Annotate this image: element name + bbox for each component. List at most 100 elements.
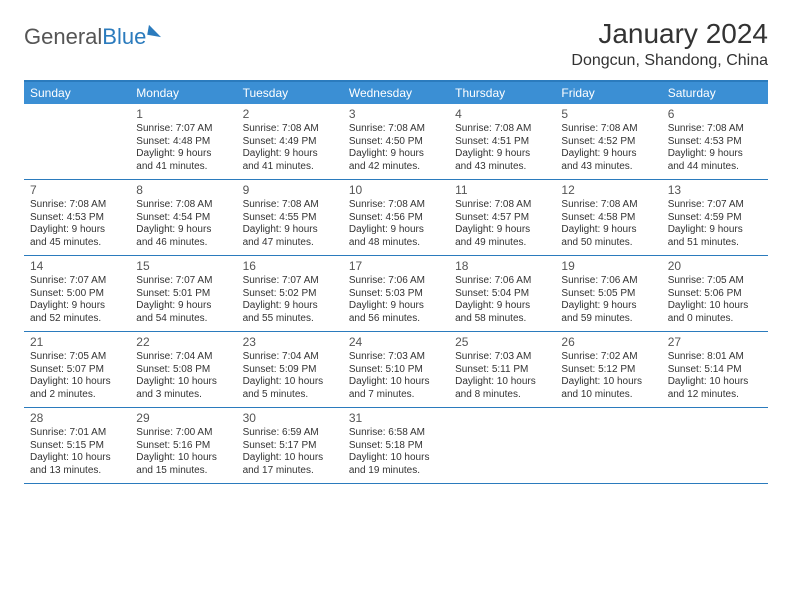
day-cell: 15Sunrise: 7:07 AMSunset: 5:01 PMDayligh… <box>130 256 236 331</box>
daylight-text: Daylight: 9 hours and 52 minutes. <box>30 300 124 325</box>
month-title: January 2024 <box>571 18 768 50</box>
daylight-text: Daylight: 9 hours and 41 minutes. <box>136 148 230 173</box>
daylight-text: Daylight: 10 hours and 10 minutes. <box>561 376 655 401</box>
day-number: 25 <box>455 335 549 350</box>
sunset-text: Sunset: 4:49 PM <box>243 136 337 149</box>
sunrise-text: Sunrise: 7:03 AM <box>349 351 443 364</box>
sunset-text: Sunset: 4:56 PM <box>349 212 443 225</box>
sunset-text: Sunset: 5:07 PM <box>30 364 124 377</box>
day-number: 23 <box>243 335 337 350</box>
sunrise-text: Sunrise: 6:58 AM <box>349 427 443 440</box>
day-number: 29 <box>136 411 230 426</box>
sunset-text: Sunset: 4:54 PM <box>136 212 230 225</box>
day-cell: 2Sunrise: 7:08 AMSunset: 4:49 PMDaylight… <box>237 104 343 179</box>
sunset-text: Sunset: 5:10 PM <box>349 364 443 377</box>
day-number: 31 <box>349 411 443 426</box>
daylight-text: Daylight: 9 hours and 41 minutes. <box>243 148 337 173</box>
day-number: 28 <box>30 411 124 426</box>
daylight-text: Daylight: 9 hours and 54 minutes. <box>136 300 230 325</box>
sunset-text: Sunset: 5:02 PM <box>243 288 337 301</box>
daylight-text: Daylight: 10 hours and 3 minutes. <box>136 376 230 401</box>
day-number: 30 <box>243 411 337 426</box>
sunrise-text: Sunrise: 7:08 AM <box>243 199 337 212</box>
sunrise-text: Sunrise: 7:08 AM <box>561 123 655 136</box>
day-cell: 21Sunrise: 7:05 AMSunset: 5:07 PMDayligh… <box>24 332 130 407</box>
sunrise-text: Sunrise: 7:08 AM <box>349 199 443 212</box>
day-cell: 29Sunrise: 7:00 AMSunset: 5:16 PMDayligh… <box>130 408 236 483</box>
day-number: 18 <box>455 259 549 274</box>
sunset-text: Sunset: 5:16 PM <box>136 440 230 453</box>
daylight-text: Daylight: 9 hours and 58 minutes. <box>455 300 549 325</box>
daylight-text: Daylight: 10 hours and 7 minutes. <box>349 376 443 401</box>
day-number: 9 <box>243 183 337 198</box>
day-number: 15 <box>136 259 230 274</box>
daylight-text: Daylight: 9 hours and 50 minutes. <box>561 224 655 249</box>
daylight-text: Daylight: 10 hours and 8 minutes. <box>455 376 549 401</box>
day-cell: 22Sunrise: 7:04 AMSunset: 5:08 PMDayligh… <box>130 332 236 407</box>
sunset-text: Sunset: 5:03 PM <box>349 288 443 301</box>
day-number: 13 <box>668 183 762 198</box>
sunrise-text: Sunrise: 7:04 AM <box>243 351 337 364</box>
day-cell: 3Sunrise: 7:08 AMSunset: 4:50 PMDaylight… <box>343 104 449 179</box>
day-cell: 9Sunrise: 7:08 AMSunset: 4:55 PMDaylight… <box>237 180 343 255</box>
week-row: 7Sunrise: 7:08 AMSunset: 4:53 PMDaylight… <box>24 180 768 256</box>
logo-part2: Blue <box>102 24 146 50</box>
week-row: 14Sunrise: 7:07 AMSunset: 5:00 PMDayligh… <box>24 256 768 332</box>
day-number: 20 <box>668 259 762 274</box>
weekday-wed: Wednesday <box>343 82 449 104</box>
daylight-text: Daylight: 10 hours and 2 minutes. <box>30 376 124 401</box>
day-number: 7 <box>30 183 124 198</box>
daylight-text: Daylight: 10 hours and 19 minutes. <box>349 452 443 477</box>
sunrise-text: Sunrise: 7:07 AM <box>136 123 230 136</box>
sunset-text: Sunset: 4:53 PM <box>668 136 762 149</box>
day-cell: 19Sunrise: 7:06 AMSunset: 5:05 PMDayligh… <box>555 256 661 331</box>
day-cell: 11Sunrise: 7:08 AMSunset: 4:57 PMDayligh… <box>449 180 555 255</box>
day-cell: 30Sunrise: 6:59 AMSunset: 5:17 PMDayligh… <box>237 408 343 483</box>
daylight-text: Daylight: 10 hours and 5 minutes. <box>243 376 337 401</box>
daylight-text: Daylight: 10 hours and 12 minutes. <box>668 376 762 401</box>
weekday-tue: Tuesday <box>237 82 343 104</box>
sunrise-text: Sunrise: 7:08 AM <box>455 199 549 212</box>
day-number: 10 <box>349 183 443 198</box>
day-cell <box>555 408 661 483</box>
logo: GeneralBlue <box>24 18 162 50</box>
day-cell: 12Sunrise: 7:08 AMSunset: 4:58 PMDayligh… <box>555 180 661 255</box>
sunset-text: Sunset: 5:12 PM <box>561 364 655 377</box>
sunrise-text: Sunrise: 7:00 AM <box>136 427 230 440</box>
sunrise-text: Sunrise: 7:08 AM <box>349 123 443 136</box>
sunrise-text: Sunrise: 7:06 AM <box>561 275 655 288</box>
daylight-text: Daylight: 9 hours and 49 minutes. <box>455 224 549 249</box>
day-number: 4 <box>455 107 549 122</box>
day-number: 14 <box>30 259 124 274</box>
weekday-sun: Sunday <box>24 82 130 104</box>
day-cell: 26Sunrise: 7:02 AMSunset: 5:12 PMDayligh… <box>555 332 661 407</box>
day-number: 12 <box>561 183 655 198</box>
daylight-text: Daylight: 9 hours and 42 minutes. <box>349 148 443 173</box>
sunrise-text: Sunrise: 7:07 AM <box>136 275 230 288</box>
day-cell <box>662 408 768 483</box>
week-row: 1Sunrise: 7:07 AMSunset: 4:48 PMDaylight… <box>24 104 768 180</box>
sunset-text: Sunset: 5:11 PM <box>455 364 549 377</box>
location: Dongcun, Shandong, China <box>571 52 768 70</box>
calendar: Sunday Monday Tuesday Wednesday Thursday… <box>24 80 768 484</box>
sunset-text: Sunset: 5:00 PM <box>30 288 124 301</box>
day-number: 5 <box>561 107 655 122</box>
day-cell: 13Sunrise: 7:07 AMSunset: 4:59 PMDayligh… <box>662 180 768 255</box>
daylight-text: Daylight: 10 hours and 13 minutes. <box>30 452 124 477</box>
sunrise-text: Sunrise: 7:03 AM <box>455 351 549 364</box>
daylight-text: Daylight: 9 hours and 44 minutes. <box>668 148 762 173</box>
weekday-header: Sunday Monday Tuesday Wednesday Thursday… <box>24 82 768 104</box>
sunset-text: Sunset: 4:57 PM <box>455 212 549 225</box>
logo-triangle-icon <box>148 25 164 37</box>
daylight-text: Daylight: 9 hours and 55 minutes. <box>243 300 337 325</box>
sunrise-text: Sunrise: 7:08 AM <box>136 199 230 212</box>
daylight-text: Daylight: 9 hours and 59 minutes. <box>561 300 655 325</box>
day-cell: 18Sunrise: 7:06 AMSunset: 5:04 PMDayligh… <box>449 256 555 331</box>
sunset-text: Sunset: 5:15 PM <box>30 440 124 453</box>
week-row: 21Sunrise: 7:05 AMSunset: 5:07 PMDayligh… <box>24 332 768 408</box>
sunrise-text: Sunrise: 7:01 AM <box>30 427 124 440</box>
sunset-text: Sunset: 5:06 PM <box>668 288 762 301</box>
day-number: 26 <box>561 335 655 350</box>
sunset-text: Sunset: 4:51 PM <box>455 136 549 149</box>
weekday-sat: Saturday <box>662 82 768 104</box>
